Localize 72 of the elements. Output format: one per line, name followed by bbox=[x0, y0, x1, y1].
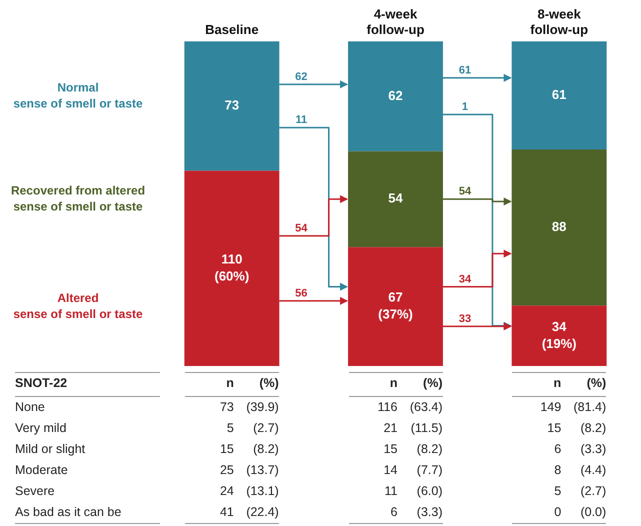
text: Recovered from altered sense of smell or taste bbox=[10, 183, 146, 214]
data-label: 14 bbox=[384, 463, 398, 477]
data-label: (2.7) bbox=[580, 484, 606, 498]
data-label: (8.2) bbox=[253, 442, 279, 456]
text: (%) bbox=[586, 376, 606, 390]
data-label: 21 bbox=[384, 421, 398, 435]
category-label: Mild or slight bbox=[15, 442, 86, 456]
text: (%) bbox=[423, 376, 442, 390]
category-label: Very mild bbox=[15, 421, 66, 435]
annotation: 54 bbox=[295, 222, 308, 234]
data-label: (13.7) bbox=[246, 463, 279, 477]
data-label: 110 (60%) bbox=[214, 251, 250, 284]
data-label: 8 bbox=[554, 463, 562, 477]
data-label: 41 bbox=[220, 505, 234, 519]
text: (%) bbox=[259, 376, 279, 390]
data-label: 61 bbox=[552, 86, 566, 102]
category-label: Moderate bbox=[15, 463, 68, 477]
data-label: 67 (37%) bbox=[378, 290, 413, 322]
data-label: 54 bbox=[388, 190, 404, 206]
category-label: As bad as it can be bbox=[15, 505, 122, 519]
data-label: (0.0) bbox=[580, 505, 606, 519]
annotation: 56 bbox=[295, 287, 308, 300]
data-label: 116 bbox=[378, 400, 398, 414]
annotation: 33 bbox=[458, 312, 472, 325]
data-label: 15 bbox=[384, 442, 398, 456]
data-label: (8.2) bbox=[580, 421, 606, 435]
data-label: 5 bbox=[554, 484, 562, 498]
data-label: (39.9) bbox=[246, 400, 279, 414]
data-label: 88 bbox=[552, 219, 566, 234]
text: Normal sense of smell or taste bbox=[13, 80, 144, 111]
data-label: 6 bbox=[554, 442, 562, 456]
data-label: 0 bbox=[554, 505, 562, 519]
annotation: 11 bbox=[295, 114, 308, 126]
data-label: (3.3) bbox=[416, 505, 442, 519]
data-label: (11.5) bbox=[410, 421, 442, 435]
text: Altered sense of smell or taste bbox=[13, 290, 144, 321]
data-label: 73 bbox=[220, 400, 234, 414]
data-label: 6 bbox=[390, 505, 398, 519]
data-label: (13.1) bbox=[246, 484, 279, 498]
data-label: 5 bbox=[226, 421, 234, 435]
data-label: (81.4) bbox=[574, 400, 606, 414]
data-label: (6.0) bbox=[416, 484, 442, 498]
category-label: None bbox=[15, 400, 45, 414]
data-label: 24 bbox=[220, 484, 234, 498]
data-label: (3.3) bbox=[580, 442, 606, 456]
data-label: 25 bbox=[220, 463, 234, 477]
text: n bbox=[554, 376, 562, 390]
annotation: 34 bbox=[458, 273, 472, 286]
annotation: 1 bbox=[462, 101, 468, 114]
text: SNOT-22 bbox=[15, 376, 68, 390]
category-label: Severe bbox=[15, 484, 55, 498]
data-label: (8.2) bbox=[416, 442, 442, 456]
data-label: 15 bbox=[547, 421, 562, 435]
annotation: 61 bbox=[458, 64, 472, 76]
data-label: 15 bbox=[220, 442, 234, 456]
data-label: 73 bbox=[224, 98, 240, 113]
data-label: 11 bbox=[384, 484, 398, 498]
data-label: 34 (19%) bbox=[542, 318, 577, 351]
x-tick-label: Baseline bbox=[205, 22, 259, 37]
text: n bbox=[226, 376, 234, 390]
data-label: (4.4) bbox=[580, 463, 606, 477]
x-tick-label: 4-week follow-up bbox=[366, 6, 424, 37]
annotation: 54 bbox=[458, 186, 472, 198]
data-label: (2.7) bbox=[253, 421, 279, 435]
text: n bbox=[390, 376, 398, 390]
data-label: 62 bbox=[388, 88, 403, 103]
x-tick-label: 8-week follow-up bbox=[530, 6, 588, 37]
data-label: 149 bbox=[540, 400, 562, 414]
annotation: 62 bbox=[295, 70, 308, 83]
data-label: (22.4) bbox=[246, 505, 279, 519]
data-label: (7.7) bbox=[416, 463, 442, 477]
data-label: (63.4) bbox=[410, 400, 442, 414]
